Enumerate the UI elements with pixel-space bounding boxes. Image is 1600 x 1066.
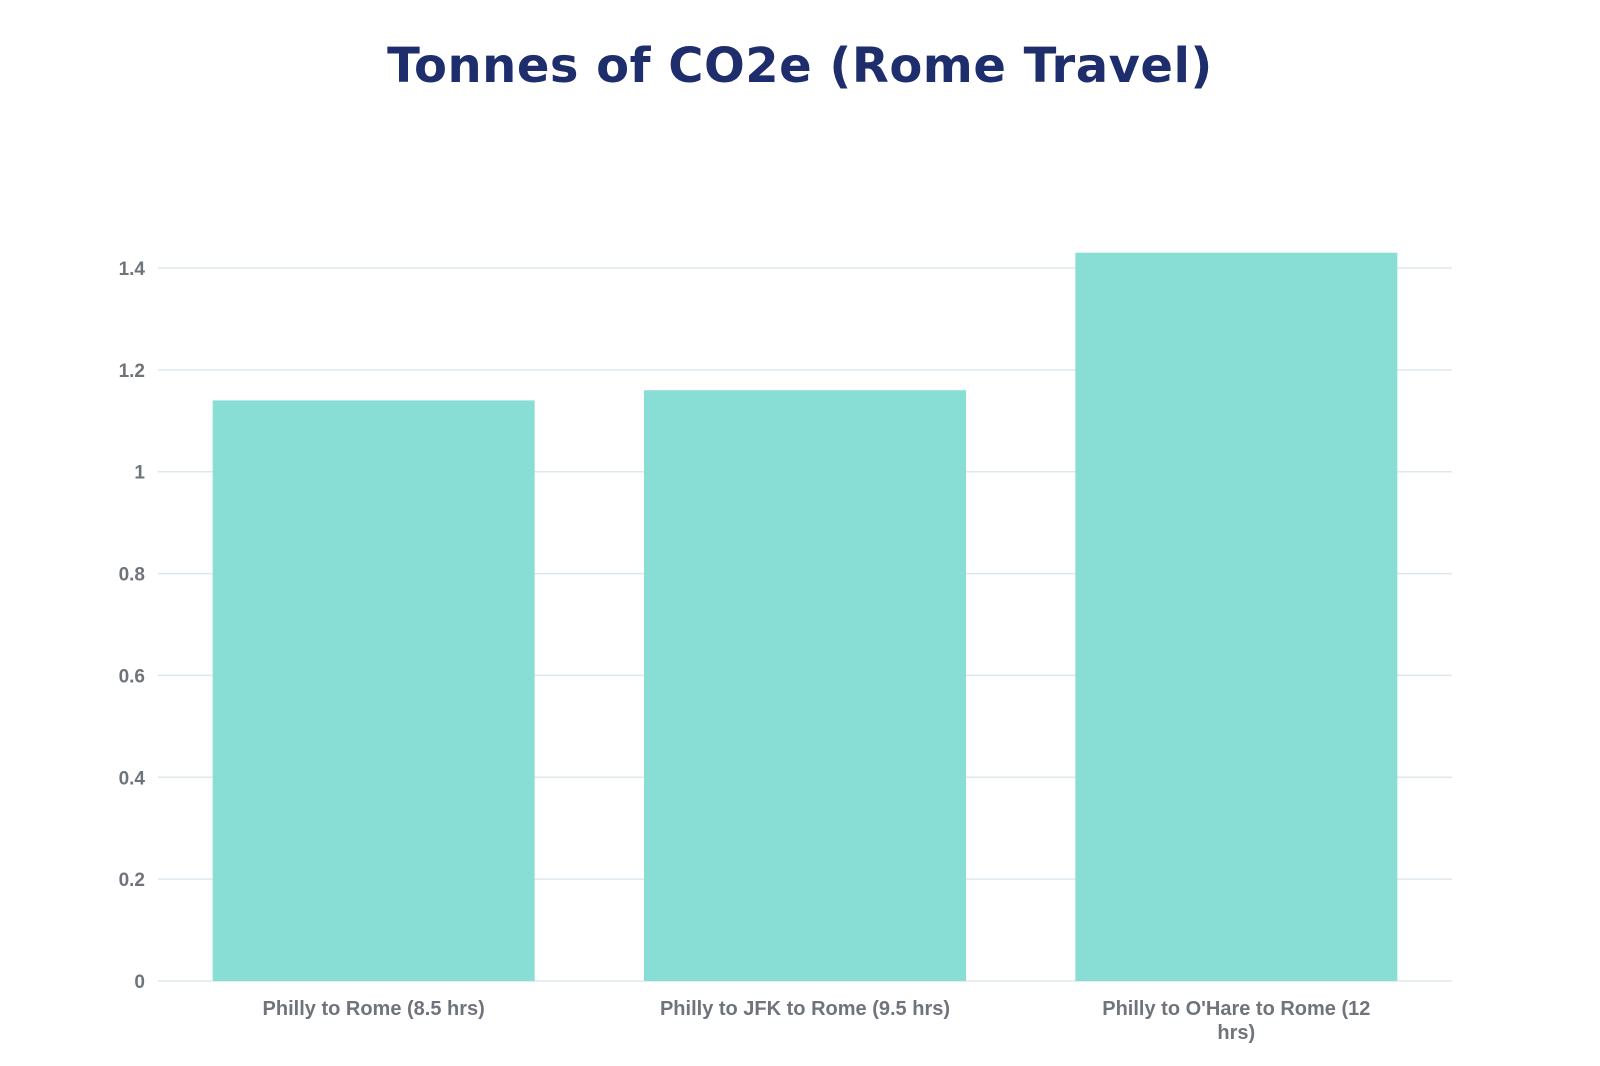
y-tick-label: 0.4 — [119, 768, 146, 789]
x-category-label: hrs) — [1217, 1022, 1255, 1044]
y-tick-label: 0.2 — [119, 870, 145, 891]
x-category-label: Philly to JFK to Rome (9.5 hrs) — [660, 998, 950, 1020]
y-tick-label: 1.4 — [119, 259, 146, 280]
bar — [644, 390, 966, 981]
y-tick-label: 0.8 — [119, 565, 145, 586]
x-category-label: Philly to O'Hare to Rome (12 — [1102, 998, 1370, 1020]
chart-title: Tonnes of CO2e (Rome Travel) — [387, 38, 1213, 94]
bar — [1075, 252, 1398, 981]
y-tick-label: 0.6 — [119, 666, 145, 687]
bar — [212, 400, 535, 981]
y-tick-label: 1 — [134, 463, 145, 484]
y-tick-label: 0 — [134, 972, 145, 993]
y-axis-ticks: 0 0.2 0.4 0.6 0.8 1 1.2 1.4 — [119, 259, 146, 993]
y-tick-label: 1.2 — [119, 361, 145, 382]
bars — [212, 252, 1398, 981]
x-axis-categories: Philly to Rome (8.5 hrs) Philly to JFK to… — [263, 998, 1371, 1044]
x-category-label: Philly to Rome (8.5 hrs) — [263, 998, 485, 1020]
